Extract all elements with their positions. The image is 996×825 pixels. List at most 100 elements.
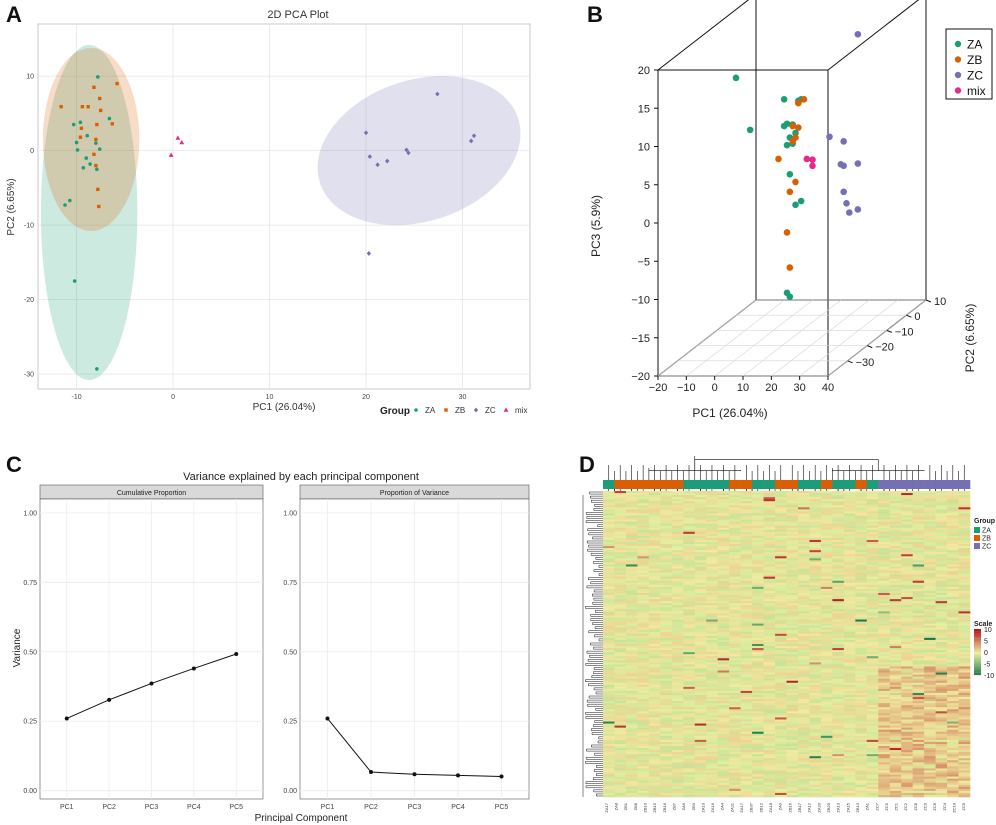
heatmap-cell: [648, 578, 661, 582]
heatmap-cell: [775, 729, 787, 733]
heatmap-cell: [603, 513, 615, 516]
heatmap-cell: [729, 605, 741, 608]
heatmap-cell: [809, 493, 822, 496]
heatmap-cell: [843, 615, 856, 618]
heatmap-cell: [683, 556, 696, 559]
heatmap-cell: [660, 697, 673, 700]
heatmap-cell: [625, 778, 638, 781]
heatmap-cell: [797, 525, 810, 529]
heatmap-cell: [947, 491, 959, 494]
heatmap-cell: [878, 499, 891, 502]
heatmap-cell: [797, 654, 810, 657]
heatmap-cell: [947, 662, 959, 665]
heatmap-cell: [924, 660, 936, 663]
heatmap-cell: [625, 641, 638, 645]
heatmap-cell: [603, 611, 615, 614]
heatmap-cell: [637, 670, 650, 673]
heatmap-cell: [603, 584, 615, 588]
heatmap-cell: [809, 697, 822, 700]
heatmap-cell: [958, 556, 971, 559]
heatmap-cell: [843, 584, 856, 588]
heatmap-cell: [797, 574, 810, 577]
heatmap-cell: [843, 660, 856, 663]
heatmap-cell: [889, 731, 902, 735]
heatmap-cell: [717, 582, 730, 586]
heatmap-cell: [878, 619, 891, 622]
heatmap-cell: [603, 729, 615, 733]
pca3d-point-zb: [789, 122, 796, 130]
heatmap-cell: [935, 733, 948, 737]
heatmap-cell: [889, 497, 902, 500]
heatmap-cell: [775, 491, 787, 494]
heatmap-cell: [740, 768, 753, 771]
heatmap-cell: [614, 560, 627, 563]
heatmap-cell: [843, 743, 856, 747]
heatmap-cell: [740, 680, 753, 684]
pca2d-point-za: [84, 156, 89, 160]
heatmap-cell: [694, 758, 707, 761]
heatmap-cell: [729, 623, 741, 626]
heatmap-cell: [878, 670, 891, 673]
heatmap-cell: [740, 776, 753, 779]
heatmap-cell: [660, 495, 673, 498]
heatmap-cell: [820, 737, 833, 741]
pca3d-point-zc: [840, 188, 847, 196]
heatmap-cell: [614, 776, 627, 779]
pca3d-legend-symbol-za: [954, 40, 962, 48]
heatmap-cell: [637, 613, 650, 616]
heatmap-cell: [797, 719, 810, 722]
heatmap-cell: [706, 621, 718, 624]
heatmap-cell: [947, 560, 959, 563]
heatmap-cell: [786, 766, 799, 769]
heatmap-cell: [866, 635, 879, 639]
heatmap-cell: [763, 743, 776, 747]
heatmap-cell: [717, 715, 730, 718]
heatmap-cell: [924, 635, 936, 639]
heatmap-cell: [671, 631, 684, 635]
pca3d-point-za: [797, 197, 805, 205]
heatmap-cell: [786, 652, 799, 655]
heatmap-cell: [660, 692, 673, 696]
heatmap-cell: [958, 590, 971, 594]
heatmap-cell: [729, 560, 741, 563]
heatmap-cell: [935, 721, 948, 724]
heatmap-cell: [889, 670, 902, 673]
heatmap-cell: [614, 535, 627, 539]
heatmap-cell: [729, 521, 741, 524]
heatmap-cell: [855, 686, 868, 690]
heatmap-cell: [947, 719, 959, 722]
heatmap-cell: [648, 723, 661, 726]
heatmap-cell: [866, 758, 879, 761]
heatmap-cell: [729, 552, 741, 555]
heatmap-cell: [729, 688, 741, 692]
heatmap-cell: [775, 529, 787, 533]
heatmap-cell: [740, 523, 753, 526]
heatmap-cell: [889, 550, 902, 553]
heatmap-cell: [901, 550, 913, 553]
heatmap-cell: [729, 629, 741, 633]
heatmap-cell: [740, 574, 753, 577]
heatmap-cell: [671, 662, 684, 665]
heatmap-cell: [786, 707, 799, 710]
heatmap-cell: [614, 633, 627, 637]
heatmap-cell: [809, 544, 822, 547]
heatmap-cell: [763, 695, 776, 698]
heatmap-cell: [797, 723, 810, 726]
heatmap-cell: [832, 676, 845, 679]
heatmap-cell: [935, 501, 948, 504]
heatmap-cell: [855, 674, 868, 677]
heatmap-cell: [671, 509, 684, 512]
heatmap-cell: [729, 750, 741, 753]
heatmap-cell: [809, 531, 822, 535]
heatmap-cell: [603, 699, 615, 702]
heatmap-cell: [855, 607, 868, 610]
heatmap-cell: [694, 692, 707, 696]
heatmap-cell: [671, 760, 684, 763]
heatmap-cell: [820, 641, 833, 645]
heatmap-cell: [843, 635, 856, 639]
heatmap-cell: [660, 752, 673, 755]
heatmap-cell: [694, 774, 707, 777]
heatmap-cell: [763, 556, 776, 559]
heatmap-cell: [694, 654, 707, 657]
heatmap-cell: [660, 562, 673, 565]
